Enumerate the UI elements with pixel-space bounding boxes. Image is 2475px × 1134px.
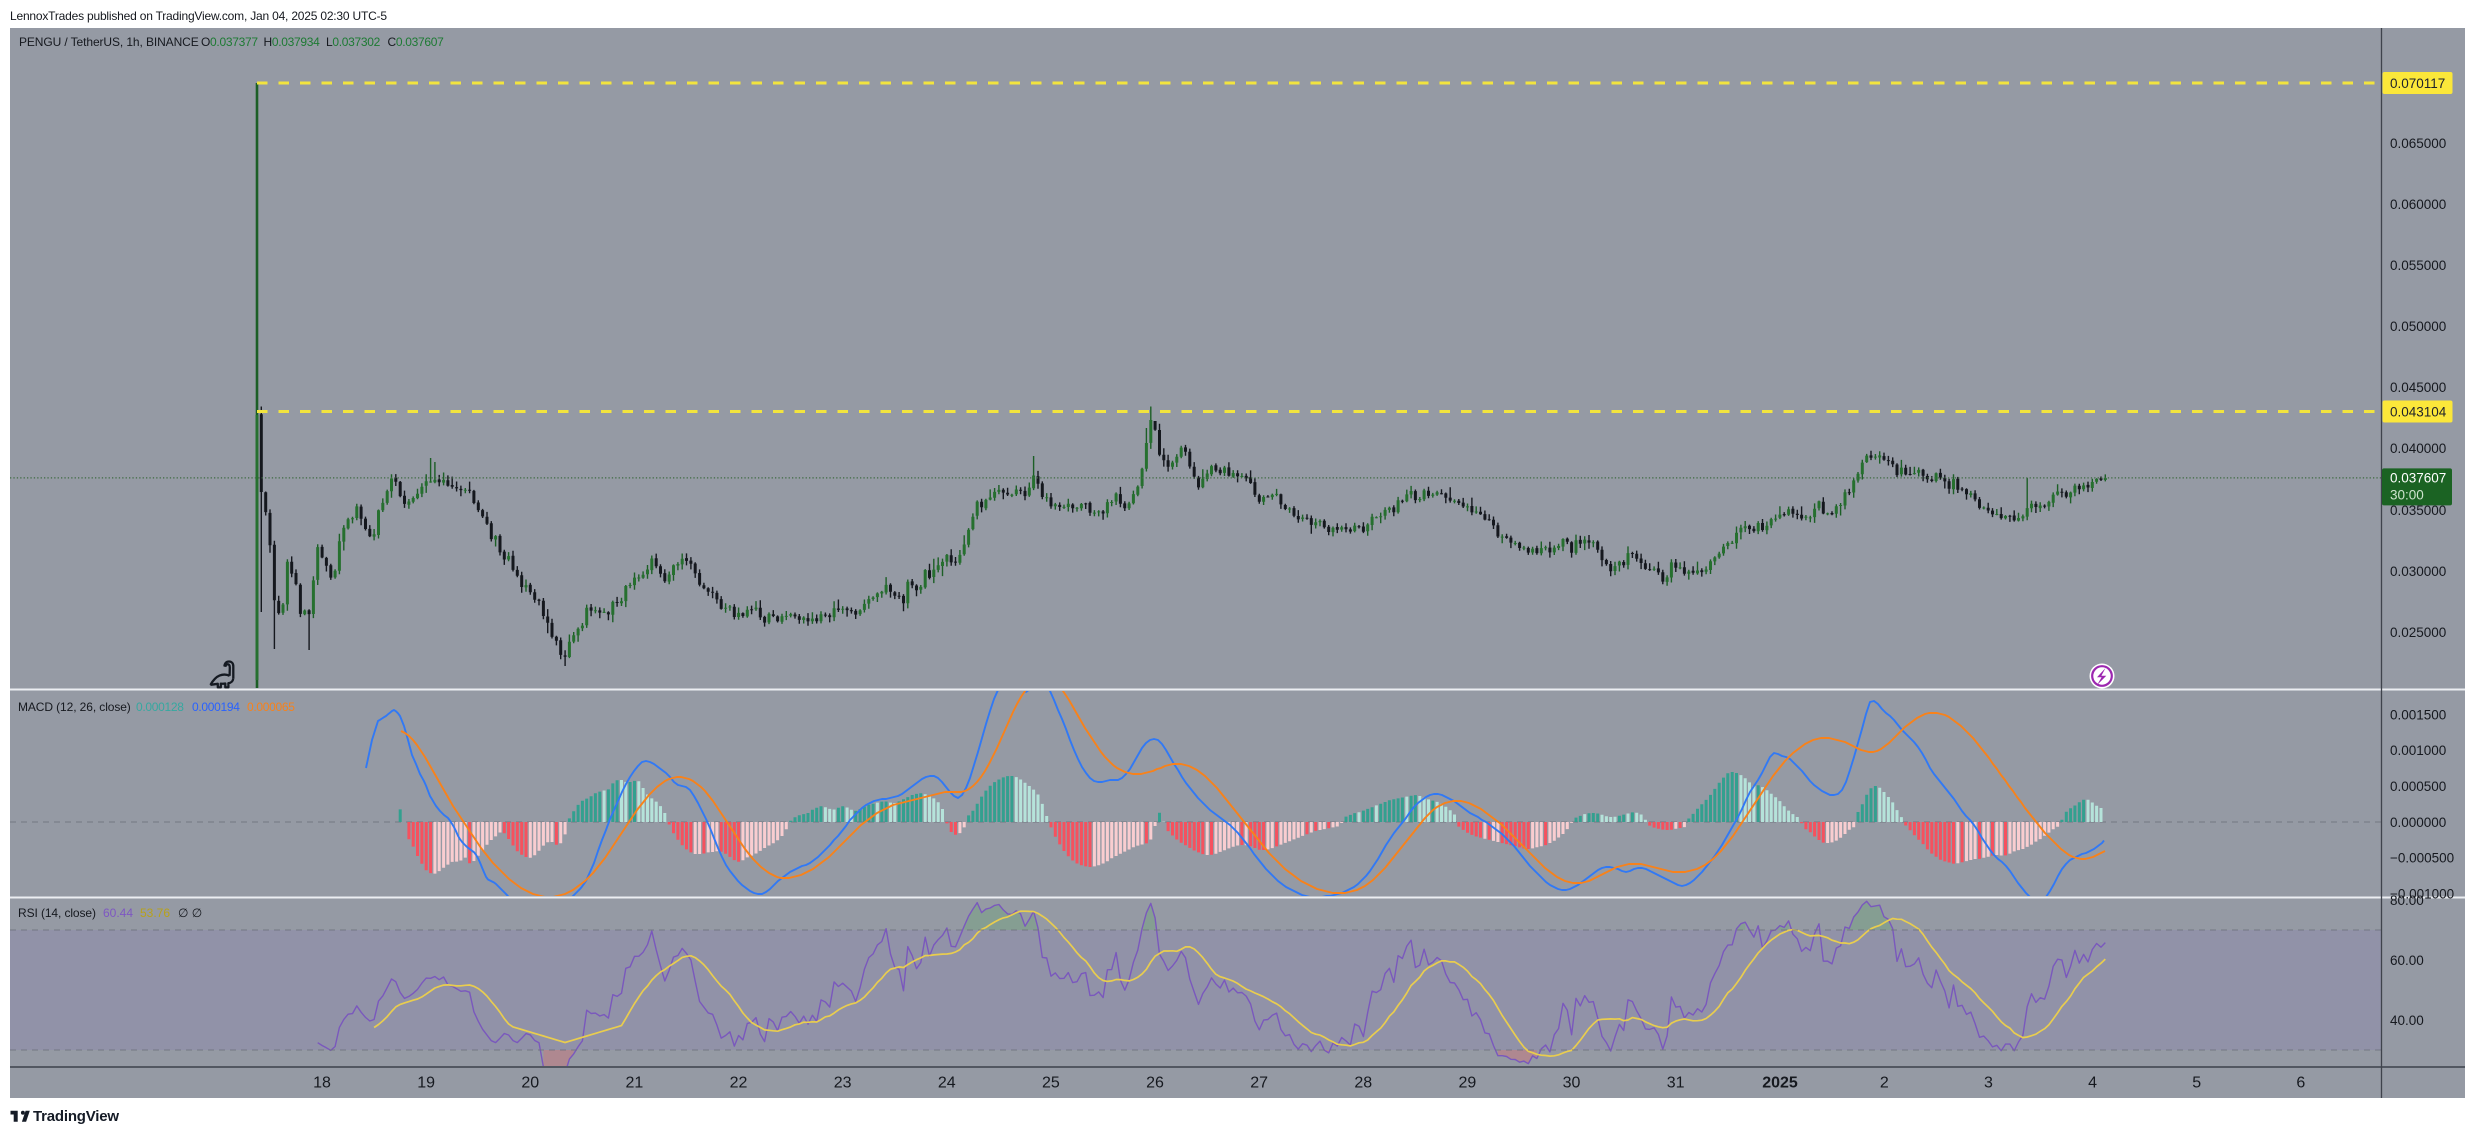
svg-text:TradingView: TradingView [33, 1108, 119, 1125]
svg-text:0.045000: 0.045000 [2390, 380, 2446, 395]
svg-text:0.070117: 0.070117 [2390, 76, 2445, 91]
svg-text:0.030000: 0.030000 [2390, 564, 2446, 579]
svg-text:30:00: 30:00 [2390, 487, 2424, 502]
svg-text:−0.001000: −0.001000 [2390, 887, 2454, 902]
svg-text:40.00: 40.00 [2390, 1013, 2424, 1028]
svg-text:19: 19 [417, 1075, 435, 1092]
svg-text:O0.037377: O0.037377 [201, 35, 258, 49]
svg-text:C0.037607: C0.037607 [388, 35, 445, 49]
svg-text:24: 24 [938, 1075, 956, 1092]
svg-text:27: 27 [1250, 1075, 1268, 1092]
svg-text:0.000500: 0.000500 [2390, 779, 2446, 794]
svg-text:6: 6 [2296, 1075, 2305, 1092]
svg-text:0.000128: 0.000128 [136, 700, 184, 714]
svg-text:L0.037302: L0.037302 [326, 35, 381, 49]
svg-text:31: 31 [1667, 1075, 1685, 1092]
svg-text:0.065000: 0.065000 [2390, 136, 2446, 151]
svg-text:0.001000: 0.001000 [2390, 743, 2446, 758]
svg-text:0.000065: 0.000065 [247, 700, 295, 714]
svg-text:25: 25 [1042, 1075, 1060, 1092]
svg-text:0.025000: 0.025000 [2390, 625, 2446, 640]
svg-text:LennoxTrades published on Trad: LennoxTrades published on TradingView.co… [10, 9, 387, 23]
svg-text:80.00: 80.00 [2390, 893, 2424, 908]
svg-text:H0.037934: H0.037934 [264, 35, 321, 49]
svg-text:21: 21 [625, 1075, 643, 1092]
svg-text:5: 5 [2192, 1075, 2201, 1092]
svg-text:29: 29 [1459, 1075, 1477, 1092]
svg-text:MACD (12, 26, close): MACD (12, 26, close) [18, 700, 131, 714]
svg-text:0.001500: 0.001500 [2390, 707, 2446, 722]
svg-text:53.76: 53.76 [140, 906, 170, 920]
svg-text:30: 30 [1563, 1075, 1581, 1092]
svg-text:2025: 2025 [1762, 1075, 1798, 1092]
svg-text:4: 4 [2088, 1075, 2097, 1092]
svg-text:60.44: 60.44 [103, 906, 133, 920]
svg-text:18: 18 [313, 1075, 331, 1092]
svg-text:PENGU / TetherUS, 1h, BINANCE: PENGU / TetherUS, 1h, BINANCE [19, 35, 199, 49]
svg-text:0.000000: 0.000000 [2390, 815, 2446, 830]
svg-text:20: 20 [521, 1075, 539, 1092]
svg-text:0.050000: 0.050000 [2390, 319, 2446, 334]
svg-text:∅ ∅: ∅ ∅ [178, 906, 202, 920]
svg-text:0.055000: 0.055000 [2390, 258, 2446, 273]
svg-text:23: 23 [834, 1075, 852, 1092]
svg-text:−0.000500: −0.000500 [2390, 851, 2454, 866]
svg-text:RSI (14, close): RSI (14, close) [18, 906, 96, 920]
svg-text:2: 2 [1880, 1075, 1889, 1092]
svg-text:0.040000: 0.040000 [2390, 441, 2446, 456]
svg-text:0.000194: 0.000194 [192, 700, 240, 714]
svg-text:0.060000: 0.060000 [2390, 197, 2446, 212]
svg-text:60.00: 60.00 [2390, 953, 2424, 968]
svg-text:0.037607: 0.037607 [2390, 471, 2446, 486]
svg-text:3: 3 [1984, 1075, 1993, 1092]
svg-text:22: 22 [730, 1075, 748, 1092]
svg-text:0.035000: 0.035000 [2390, 503, 2446, 518]
svg-text:28: 28 [1354, 1075, 1372, 1092]
svg-text:26: 26 [1146, 1075, 1164, 1092]
svg-text:0.043104: 0.043104 [2390, 404, 2447, 419]
